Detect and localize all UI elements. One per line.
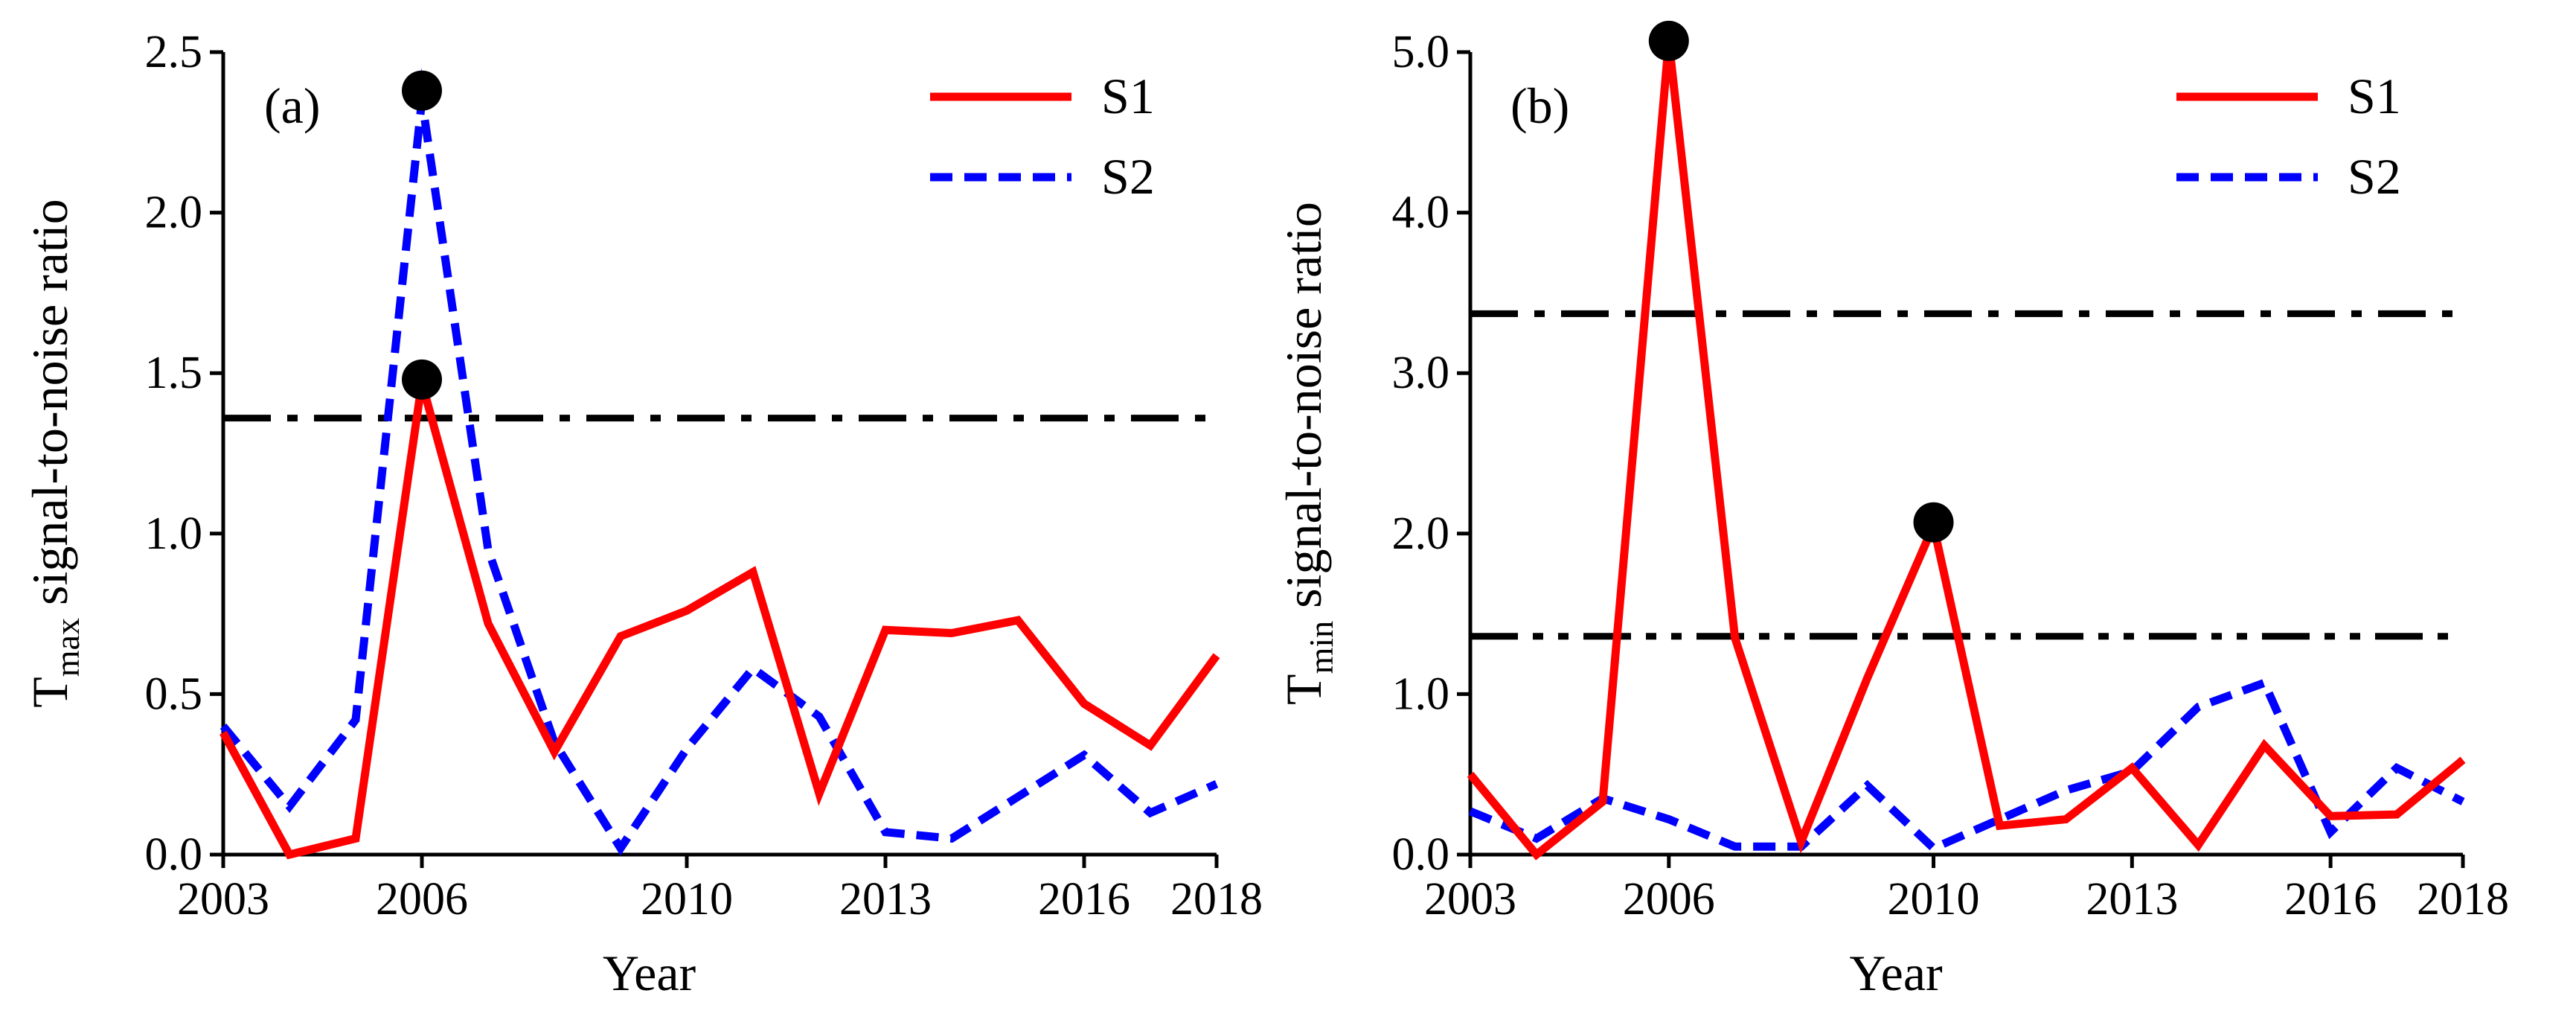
x-tick-label: 2010 xyxy=(1888,874,1980,925)
x-tick-label: 2003 xyxy=(1424,874,1516,925)
y-axis-title-subscript: min xyxy=(1302,621,1340,674)
x-tick-label: 2013 xyxy=(839,874,932,925)
x-tick-label: 2018 xyxy=(1170,874,1263,925)
y-tick-label: 2.0 xyxy=(145,188,203,238)
series-line-s2 xyxy=(220,68,1219,856)
y-tick-label: 2.0 xyxy=(1392,508,1450,559)
significance-marker xyxy=(402,359,442,400)
legend-label-s1: S1 xyxy=(2348,68,2401,124)
y-tick-label: 5.0 xyxy=(1392,27,1450,77)
y-tick-label: 1.0 xyxy=(1392,668,1450,719)
significance-marker xyxy=(1648,20,1689,61)
panel-b: 0.0 1.0 2.0 3.0 4.0 5.0 2003 2006 2010 2013 2016 20… xyxy=(1275,20,2509,1001)
y-tick-label: 0.0 xyxy=(1392,829,1450,880)
series-line-s1 xyxy=(220,363,1220,860)
x-tick-label: 2010 xyxy=(641,874,733,925)
y-axis-title: Tmax signal-to-noise ratio xyxy=(22,199,86,708)
legend-label-s2: S2 xyxy=(2348,148,2401,205)
x-tick-label: 2003 xyxy=(177,874,269,925)
x-tick-label: 2016 xyxy=(1038,874,1130,925)
x-axis-title: Year xyxy=(1849,945,1943,1001)
x-tick-label: 2013 xyxy=(2086,874,2178,925)
x-tick-label: 2006 xyxy=(376,874,468,925)
y-tick-label: 3.0 xyxy=(1392,348,1450,398)
panel-label: (b) xyxy=(1510,77,1569,134)
y-axis-title-prefix: T xyxy=(22,677,78,708)
y-axis-title-subscript: max xyxy=(48,618,86,677)
x-tick-label: 2018 xyxy=(2417,874,2509,925)
x-tick-label: 2006 xyxy=(1623,874,1715,925)
y-tick-label: 1.5 xyxy=(145,348,203,398)
y-axis-title-prefix: T xyxy=(1275,674,1332,705)
legend-label-s1: S1 xyxy=(1101,68,1155,124)
significance-marker xyxy=(402,70,442,111)
y-axis-title-suffix: signal-to-noise ratio xyxy=(1275,202,1332,621)
y-tick-label: 0.0 xyxy=(145,829,203,880)
y-tick-label: 2.5 xyxy=(145,27,203,77)
series-line-s1 xyxy=(1467,40,2466,861)
x-tick-label: 2016 xyxy=(2284,874,2377,925)
y-tick-label: 4.0 xyxy=(1392,188,1450,238)
panel-a: 0.0 0.5 1.0 1.5 2.0 2.5 2003 2006 2010 2013 2016 20… xyxy=(22,27,1263,1001)
significance-marker xyxy=(1913,502,1954,543)
series-line-s2 xyxy=(1468,677,2465,853)
panel-label: (a) xyxy=(264,77,320,134)
x-axis-title: Year xyxy=(603,945,696,1001)
y-tick-label: 0.5 xyxy=(145,668,203,719)
legend-label-s2: S2 xyxy=(1101,148,1155,205)
y-axis-title-suffix: signal-to-noise ratio xyxy=(22,199,78,618)
y-tick-label: 1.0 xyxy=(145,508,203,559)
y-axis-title: Tmin signal-to-noise ratio xyxy=(1275,202,1340,705)
